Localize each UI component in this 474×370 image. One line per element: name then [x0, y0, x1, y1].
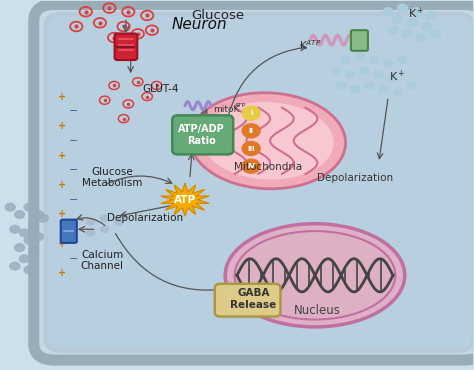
Text: Depolarization: Depolarization [107, 213, 183, 223]
Circle shape [397, 4, 408, 12]
Text: +: + [58, 91, 66, 101]
Text: K$^+$: K$^+$ [408, 6, 425, 21]
FancyBboxPatch shape [46, 14, 474, 351]
Circle shape [346, 71, 355, 78]
Ellipse shape [201, 102, 334, 179]
Circle shape [407, 82, 417, 89]
Polygon shape [161, 184, 209, 216]
Circle shape [24, 266, 34, 274]
Circle shape [242, 159, 260, 173]
Circle shape [392, 15, 403, 23]
Circle shape [19, 229, 29, 237]
Circle shape [24, 236, 34, 244]
Text: II: II [249, 128, 254, 134]
Circle shape [86, 230, 95, 236]
Text: IV: IV [247, 163, 255, 169]
Text: Calcium
Channel: Calcium Channel [81, 250, 124, 271]
FancyBboxPatch shape [61, 220, 77, 243]
Text: +: + [58, 151, 66, 161]
Text: −: − [69, 254, 79, 264]
Text: Neuron: Neuron [172, 17, 227, 32]
Circle shape [100, 215, 109, 222]
Circle shape [331, 67, 341, 74]
Circle shape [5, 203, 15, 211]
FancyBboxPatch shape [351, 30, 368, 51]
Circle shape [421, 23, 431, 31]
Circle shape [430, 30, 441, 38]
Text: −: − [69, 106, 79, 116]
Text: GABA
Release: GABA Release [230, 289, 277, 310]
Circle shape [19, 255, 29, 263]
Circle shape [14, 211, 25, 219]
Text: +: + [58, 121, 66, 131]
Circle shape [411, 8, 422, 16]
Circle shape [365, 82, 374, 89]
Text: Glucose: Glucose [191, 9, 245, 22]
Circle shape [242, 124, 260, 138]
FancyBboxPatch shape [34, 4, 474, 360]
Text: ATP: ATP [235, 103, 246, 108]
Circle shape [393, 89, 402, 97]
Text: III: III [247, 145, 255, 151]
Text: Nucleus: Nucleus [294, 304, 341, 317]
Circle shape [33, 211, 44, 219]
Text: +: + [58, 180, 66, 190]
Circle shape [374, 71, 383, 78]
Circle shape [355, 52, 365, 60]
Text: K$^+$: K$^+$ [390, 68, 406, 84]
Text: −: − [69, 165, 79, 175]
Text: GLUT-4: GLUT-4 [143, 84, 179, 94]
Ellipse shape [190, 93, 346, 189]
Text: ATP: ATP [174, 195, 196, 205]
Circle shape [242, 141, 260, 155]
Circle shape [383, 60, 393, 67]
Circle shape [115, 219, 123, 225]
Circle shape [9, 262, 20, 270]
Circle shape [100, 226, 109, 233]
Circle shape [9, 225, 20, 233]
Circle shape [388, 26, 398, 34]
Circle shape [28, 247, 39, 255]
Ellipse shape [235, 231, 395, 320]
Circle shape [242, 106, 260, 120]
Circle shape [33, 233, 44, 240]
Circle shape [341, 56, 350, 63]
Text: I: I [250, 110, 253, 116]
Text: −: − [69, 136, 79, 146]
Text: +: + [58, 239, 66, 249]
Text: Depolarization: Depolarization [317, 173, 393, 183]
Circle shape [398, 56, 407, 63]
Circle shape [383, 8, 393, 16]
Circle shape [14, 243, 25, 252]
Circle shape [379, 85, 388, 93]
Circle shape [426, 11, 436, 20]
Text: −: − [69, 224, 79, 234]
Circle shape [388, 74, 398, 82]
Circle shape [86, 219, 95, 225]
Text: mitoK: mitoK [213, 105, 240, 114]
Circle shape [402, 30, 412, 38]
Circle shape [38, 214, 48, 222]
Circle shape [369, 56, 379, 63]
Ellipse shape [225, 224, 405, 327]
Circle shape [407, 19, 417, 27]
FancyBboxPatch shape [115, 34, 137, 60]
Circle shape [360, 67, 369, 74]
Text: Glucose
Metabolism: Glucose Metabolism [82, 167, 142, 188]
Text: K$^{ATP}$: K$^{ATP}$ [299, 38, 321, 52]
FancyBboxPatch shape [215, 284, 281, 317]
Circle shape [24, 203, 34, 211]
Text: +: + [58, 269, 66, 279]
Text: ATP/ADP
Ratio: ATP/ADP Ratio [178, 124, 225, 146]
Circle shape [416, 34, 427, 41]
FancyBboxPatch shape [172, 115, 233, 154]
Circle shape [28, 222, 39, 230]
Circle shape [336, 82, 346, 89]
Text: −: − [69, 195, 79, 205]
Text: Mitochondria: Mitochondria [234, 162, 302, 172]
Text: +: + [58, 209, 66, 219]
Circle shape [350, 85, 360, 93]
